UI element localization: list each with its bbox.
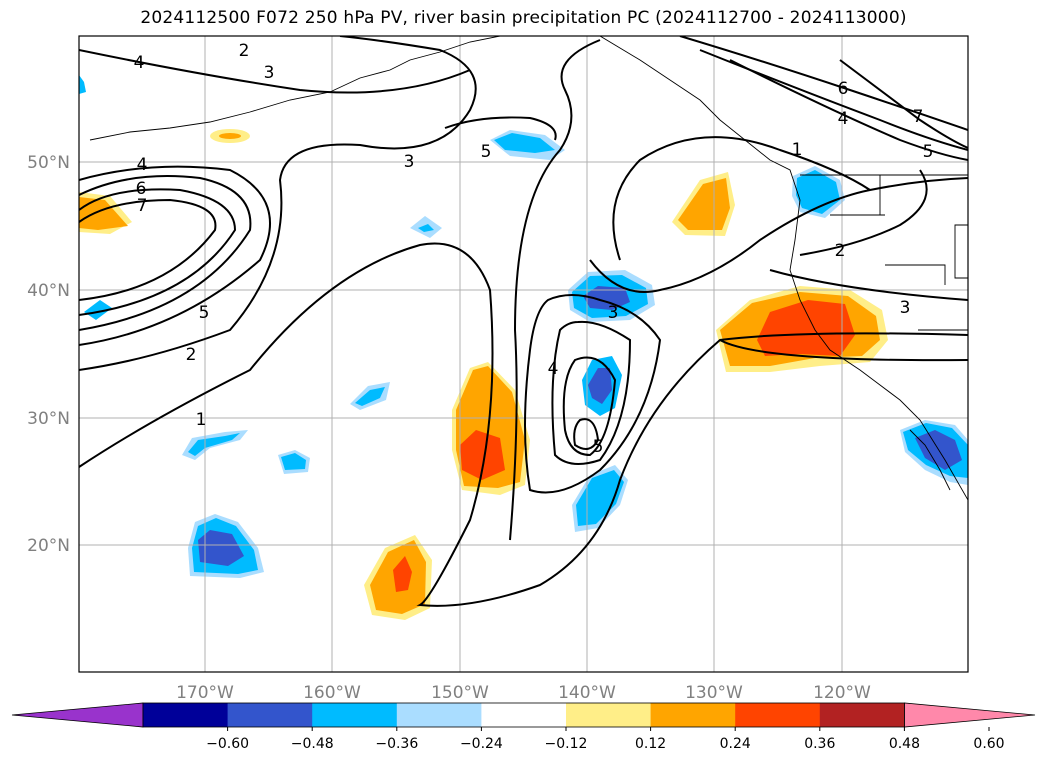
colorbar-tick-label: 0.60 [973,736,1004,752]
colorbar-extend-max [904,702,1036,728]
contour-labels: 1 2 2 2 3 3 3 3 4 4 4 4 5 5 5 5 6 6 7 7 … [134,41,934,457]
precip-negative-blob [84,300,112,320]
colorbar-tick-label: −0.24 [460,736,503,752]
precip-positive-blob [219,133,241,139]
precip-negative-blob [588,368,612,404]
precip-negative-blob [355,387,385,406]
colorbar-segment [227,703,313,727]
colorbar-segment [312,703,398,727]
precip-positive-blob [393,556,412,592]
contour-label: 4 [137,155,148,175]
precip-negative-blob [198,530,244,566]
plot-title: 2024112500 F072 250 hPa PV, river basin … [140,8,907,28]
contour-label: 1 [792,140,803,160]
contour-label: 3 [404,152,415,172]
precip-negative-blob [188,433,240,456]
contour-label: 3 [264,63,275,83]
precip-positive-blob [460,430,505,480]
colorbar-tick-label: −0.36 [375,736,418,752]
colorbar-tick-label: −0.60 [206,736,249,752]
precip-positive-blob [678,178,730,230]
lon-label: 160°W [303,683,361,703]
lon-label: 130°W [685,683,743,703]
colorbar-segment [566,703,652,727]
precip-negative-blob [79,75,86,94]
contour-label: 7 [913,107,924,127]
colorbar-segment [143,703,229,727]
lat-label: 50°N [27,153,70,173]
colorbar-segment [819,703,905,727]
precip-negative-blob [494,133,555,153]
lon-label: 140°W [558,683,616,703]
contour-label: 1 [196,410,207,430]
precip-negative-blob [583,286,630,310]
colorbar-segment [735,703,821,727]
graticule [79,36,968,672]
contour-label: 5 [481,142,492,162]
contour-label: 2 [239,41,250,61]
colorbar-tick-label: 0.48 [889,736,920,752]
longitude-labels: 170°W 160°W 150°W 140°W 130°W 120°W [176,683,871,703]
contour-label: 2 [186,345,197,365]
pv-contours [79,36,968,607]
colorbar-tick-label: 0.12 [635,736,666,752]
lon-label: 120°W [813,683,871,703]
contour-label: 5 [199,303,210,323]
contour-label: 7 [137,196,148,216]
colorbar-segment [650,703,736,727]
colorbar-extend-min [11,702,144,728]
contour-label: 4 [134,53,145,73]
lon-label: 170°W [176,683,234,703]
contour-label: 6 [838,79,849,99]
contour-label: 2 [835,241,846,261]
map-frame [78,35,969,673]
colorbar: −0.60 −0.48 −0.36 −0.24 −0.12 0.12 0.24 0.36 0.4… [11,702,1036,752]
contour-label: 5 [923,142,934,162]
precip-negative-blob [281,453,306,470]
precip-negative-blob [576,470,624,526]
lat-label: 30°N [27,409,70,429]
contour-label: 3 [608,303,619,323]
contour-label: 4 [838,109,849,129]
latitude-labels: 50°N 40°N 30°N 20°N [27,153,70,556]
lon-label: 150°W [431,683,489,703]
contour-label: 5 [593,437,604,457]
colorbar-tick-label: −0.12 [545,736,588,752]
precip-positive-blob [757,300,855,356]
colorbar-tick-label: −0.48 [291,736,334,752]
colorbar-segment [396,703,482,727]
precip-negative-blob [418,224,434,232]
lat-label: 40°N [27,281,70,301]
colorbar-frame [142,702,905,728]
contour-label: 6 [136,179,147,199]
colorbar-segment [481,703,567,727]
colorbar-tick-label: 0.36 [804,736,835,752]
contour-label: 3 [900,298,911,318]
contour-label: 4 [548,359,559,379]
precip-positive-blob [79,197,128,230]
colorbar-tick-label: 0.24 [720,736,751,752]
lat-label: 20°N [27,536,70,556]
